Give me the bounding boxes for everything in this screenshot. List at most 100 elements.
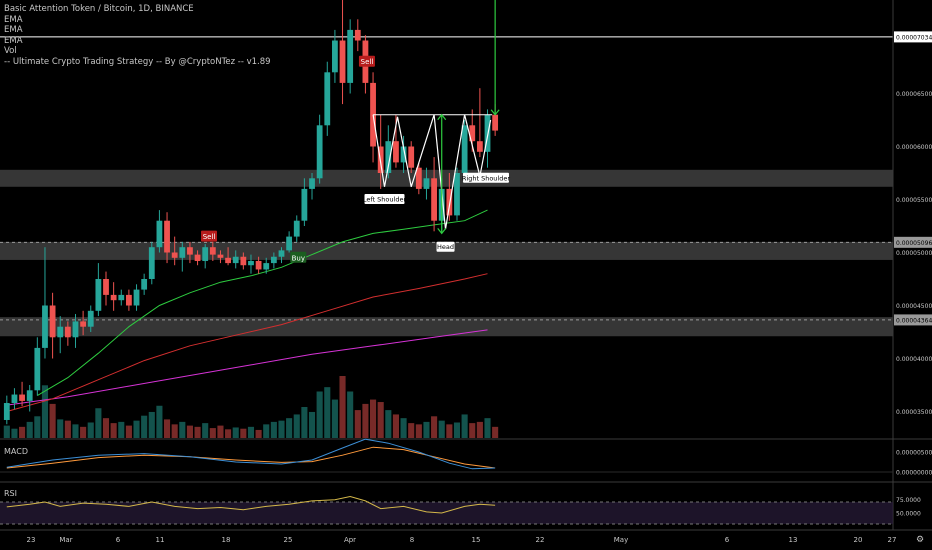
volume-bar <box>186 425 193 438</box>
ema-fast-line <box>37 209 488 397</box>
volume-bar <box>26 421 33 438</box>
x-tick-label: 6 <box>116 536 121 544</box>
right-shoulder-label: Right Shoulder <box>462 174 510 182</box>
x-tick-label: 13 <box>789 536 798 544</box>
volume-bar <box>461 414 468 438</box>
support-zone-3 <box>0 317 893 337</box>
candle-body <box>316 125 323 179</box>
volume-bar <box>148 411 155 438</box>
volume-bar <box>316 391 323 438</box>
legend-title: Basic Attention Token / Bitcoin, 1D, BIN… <box>4 4 194 14</box>
head-label: Head <box>437 243 454 251</box>
volume-bar <box>415 424 422 438</box>
candle-body <box>80 321 87 327</box>
candle-body <box>286 236 293 251</box>
volume-bar <box>400 418 407 438</box>
price-tick-label: 0.00005096 <box>896 240 932 247</box>
sell-label-bg <box>201 230 218 242</box>
sell-label: Sell <box>361 58 374 66</box>
candle-body <box>423 178 430 189</box>
x-tick-label: May <box>614 536 628 544</box>
candle-body <box>141 279 148 290</box>
x-tick-label: 22 <box>536 536 545 544</box>
volume-bar <box>133 420 140 438</box>
volume-bar <box>240 428 247 438</box>
candle-body <box>461 125 468 173</box>
volume-bar <box>49 403 56 438</box>
volume-bar <box>209 428 216 438</box>
candle-body <box>354 29 361 41</box>
candle-body <box>19 394 25 401</box>
volume-bar <box>347 391 354 438</box>
candle-body <box>209 247 216 255</box>
candle-body <box>408 146 415 168</box>
candle-body <box>95 279 102 311</box>
candle-body <box>431 178 437 221</box>
candle-body <box>202 247 209 261</box>
candle-body <box>454 173 460 216</box>
head-label-bg <box>436 241 455 252</box>
volume-bar <box>301 407 308 438</box>
x-tick-label: 11 <box>156 536 165 544</box>
volume-bar <box>87 422 94 438</box>
candle-body <box>171 252 178 258</box>
volume-bar <box>64 420 71 438</box>
support-zone-1 <box>0 169 893 187</box>
candle-body <box>400 146 407 163</box>
candle-body <box>3 403 10 420</box>
candle-body <box>469 125 476 142</box>
macd-tick-label: 0.00000000 <box>896 470 932 477</box>
volume-bar <box>57 419 64 438</box>
candle-body <box>64 326 71 338</box>
macd-tick-label: 0.00000500 <box>896 450 932 457</box>
candle-body <box>194 254 201 261</box>
macd-line <box>6 438 496 470</box>
price-tag-bg <box>894 314 932 326</box>
volume-bar <box>324 387 331 438</box>
candle-body <box>293 220 300 237</box>
volume-bar <box>125 425 132 438</box>
volume-bar <box>476 421 483 438</box>
candle-body <box>332 40 338 73</box>
x-tick-label: 25 <box>284 536 293 544</box>
candle-body <box>232 256 239 264</box>
volume-bar <box>247 426 255 438</box>
ema-slow-line <box>6 329 488 406</box>
volume-bar <box>423 421 430 438</box>
x-tick-label: Apr <box>344 536 356 544</box>
volume-bar <box>11 428 18 438</box>
candle-body <box>72 321 79 338</box>
candle-body <box>118 294 125 301</box>
candle-body <box>11 394 18 404</box>
volume-bar <box>438 420 445 438</box>
candle-body <box>255 260 262 270</box>
pattern-height-arrow-head-up <box>437 113 447 121</box>
candle-body <box>492 114 499 131</box>
candle-body <box>476 141 483 152</box>
volume-bar <box>19 426 26 438</box>
price-tag-bg <box>894 236 932 248</box>
volume-bar <box>225 429 232 438</box>
volume-bar <box>339 376 346 438</box>
volume-bar <box>453 422 461 438</box>
candle-body <box>217 254 224 258</box>
candle-body <box>187 247 193 255</box>
x-tick-label: 18 <box>222 536 231 544</box>
volume-bar <box>118 421 125 438</box>
legend-ema-2: EMA <box>4 25 23 35</box>
candle-body <box>156 220 163 248</box>
rsi-line <box>6 495 496 514</box>
candle-body <box>49 305 56 338</box>
price-tick-label: 0.00007034 <box>896 34 932 41</box>
candle-body <box>415 167 422 189</box>
x-tick-label: 8 <box>410 536 414 544</box>
volume-bar <box>492 426 499 438</box>
legend-vol: Vol <box>4 46 17 56</box>
volume-bar <box>141 415 148 438</box>
candle-body <box>225 257 231 264</box>
price-tick-label: 0.00004500 <box>896 303 932 310</box>
price-tick-label: 0.00004000 <box>896 356 932 363</box>
rsi-tick-label: 50.0000 <box>896 511 921 518</box>
